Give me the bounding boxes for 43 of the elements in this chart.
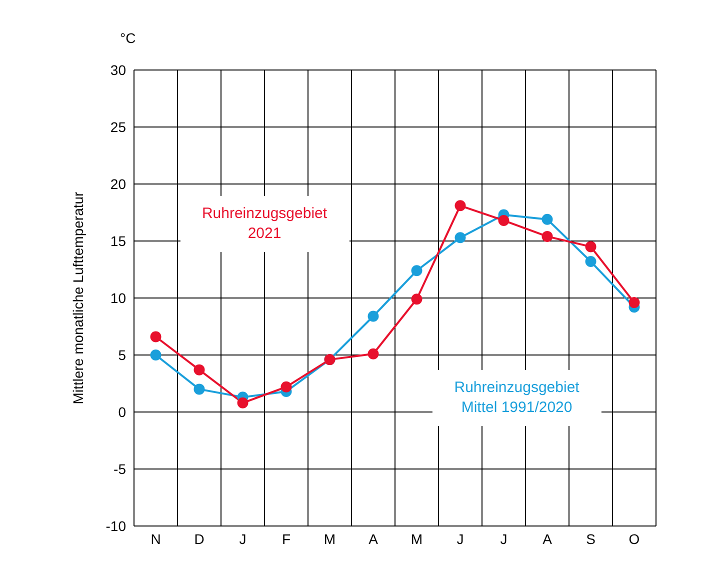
point [411,294,422,305]
x-tick-label: O [628,530,640,547]
point [454,200,466,212]
point [194,384,205,395]
y-tick-label: 20 [110,176,126,192]
x-tick-label: M [324,530,336,547]
point [368,310,379,322]
x-tick-label: A [542,530,553,547]
point [411,265,422,276]
point [585,256,596,268]
y-tick-label: 5 [118,346,126,363]
y-tick-label: 25 [110,118,126,135]
x-tick-label: A [368,530,379,547]
y-tick-label: 15 [110,232,126,249]
x-tick-label: S [586,530,596,547]
point [498,214,510,226]
y-tick-label: -10 [106,518,126,534]
point [368,348,379,360]
point [150,350,162,360]
text: Ruhreinzugsgebiet Mittel 1991/2020 [454,378,580,418]
x-tick-label: J [500,530,508,547]
point [542,214,553,225]
y-tick-label: 30 [110,62,126,78]
point [150,331,162,342]
point [454,232,466,244]
x-tick-label: N [150,530,161,547]
y-tick-label: -5 [114,460,126,477]
point [628,297,640,308]
y-tick-label: 10 [110,290,126,306]
text: °C [120,30,136,46]
x-tick-label: J [239,530,246,547]
x-tick-label: F [282,530,291,547]
x-tick-label: D [194,530,204,547]
point [585,241,596,252]
x-tick-label: J [456,530,464,547]
point [280,381,292,392]
point [194,364,205,376]
y-axis-title: Mittlere monatliche Lufttemperatur [70,191,86,404]
y-tick-label: 0 [118,404,126,420]
point [542,230,553,242]
x-tick-label: M [410,530,423,547]
text: Ruhreinzugsgebiet 2021 [202,204,328,244]
point [237,397,248,408]
